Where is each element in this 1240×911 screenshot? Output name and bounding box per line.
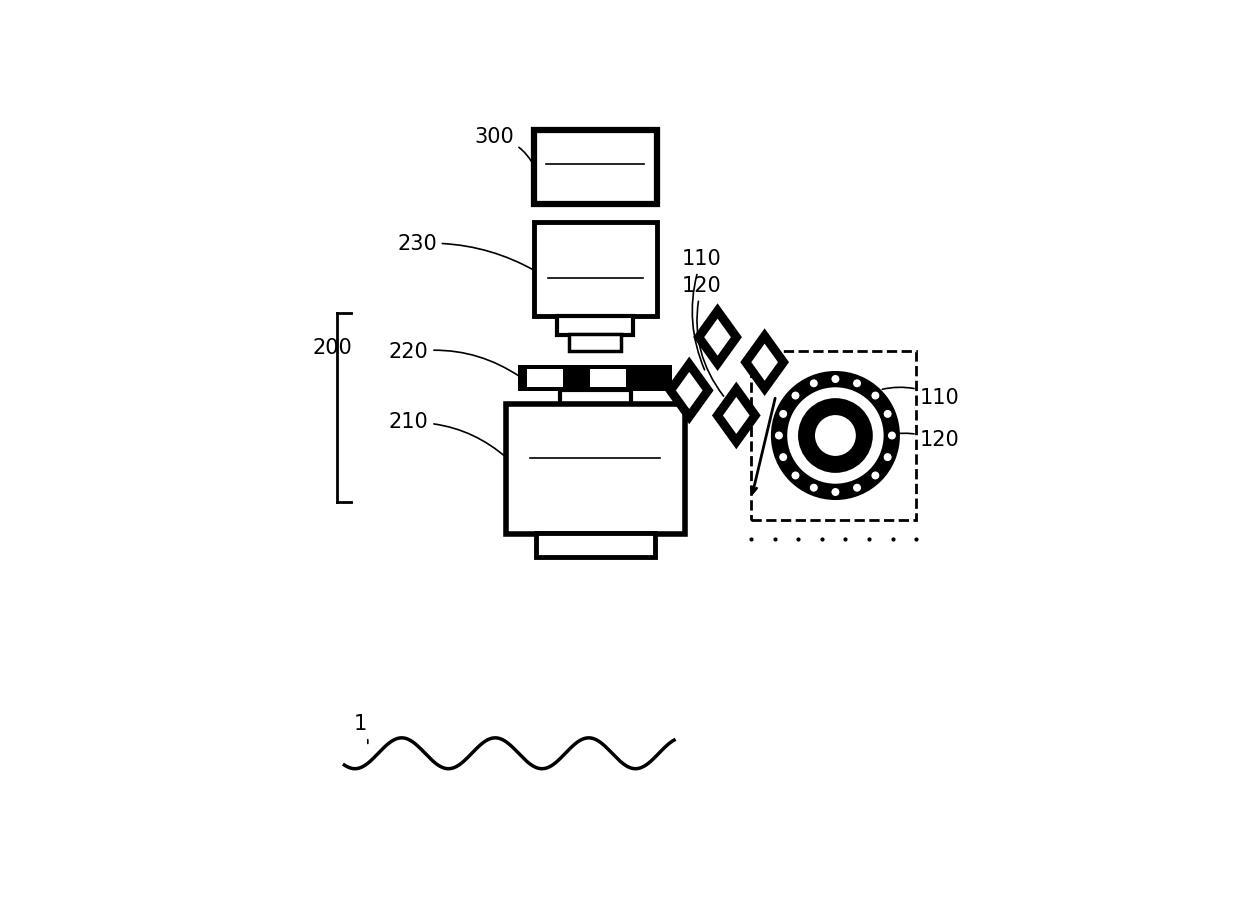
Circle shape <box>779 409 787 418</box>
Text: 120: 120 <box>861 430 960 450</box>
FancyBboxPatch shape <box>527 369 563 387</box>
Polygon shape <box>676 372 703 409</box>
Circle shape <box>888 431 897 440</box>
FancyBboxPatch shape <box>590 369 626 387</box>
Circle shape <box>774 431 784 440</box>
Polygon shape <box>714 384 759 446</box>
Circle shape <box>883 453 893 462</box>
Circle shape <box>870 391 880 400</box>
Circle shape <box>779 453 787 462</box>
Text: 300: 300 <box>474 127 532 163</box>
FancyBboxPatch shape <box>751 352 916 519</box>
FancyBboxPatch shape <box>557 315 634 335</box>
FancyBboxPatch shape <box>569 334 621 352</box>
FancyBboxPatch shape <box>506 404 684 534</box>
FancyBboxPatch shape <box>517 364 672 392</box>
Text: 200: 200 <box>312 338 352 358</box>
Circle shape <box>813 414 857 457</box>
Circle shape <box>831 374 839 384</box>
Circle shape <box>870 471 880 480</box>
Circle shape <box>883 409 893 418</box>
Circle shape <box>791 391 800 400</box>
FancyBboxPatch shape <box>533 221 656 316</box>
Text: 210: 210 <box>388 413 507 458</box>
Circle shape <box>810 483 818 492</box>
Circle shape <box>852 483 862 492</box>
Circle shape <box>786 386 884 485</box>
Text: 230: 230 <box>397 233 534 271</box>
Text: 120: 120 <box>682 276 724 396</box>
Polygon shape <box>667 360 712 421</box>
Circle shape <box>773 373 899 498</box>
Polygon shape <box>723 397 750 434</box>
Circle shape <box>852 379 862 388</box>
Polygon shape <box>704 319 730 355</box>
Circle shape <box>791 471 800 480</box>
Text: 1: 1 <box>353 714 368 743</box>
Polygon shape <box>696 306 740 368</box>
Text: 110: 110 <box>682 249 722 370</box>
FancyBboxPatch shape <box>536 533 655 557</box>
Text: 220: 220 <box>388 343 520 376</box>
Polygon shape <box>743 332 787 393</box>
Polygon shape <box>751 343 777 381</box>
Circle shape <box>810 379 818 388</box>
Text: 110: 110 <box>883 387 960 408</box>
FancyBboxPatch shape <box>533 130 656 204</box>
Circle shape <box>800 400 872 472</box>
FancyBboxPatch shape <box>560 390 631 404</box>
Circle shape <box>831 487 839 496</box>
